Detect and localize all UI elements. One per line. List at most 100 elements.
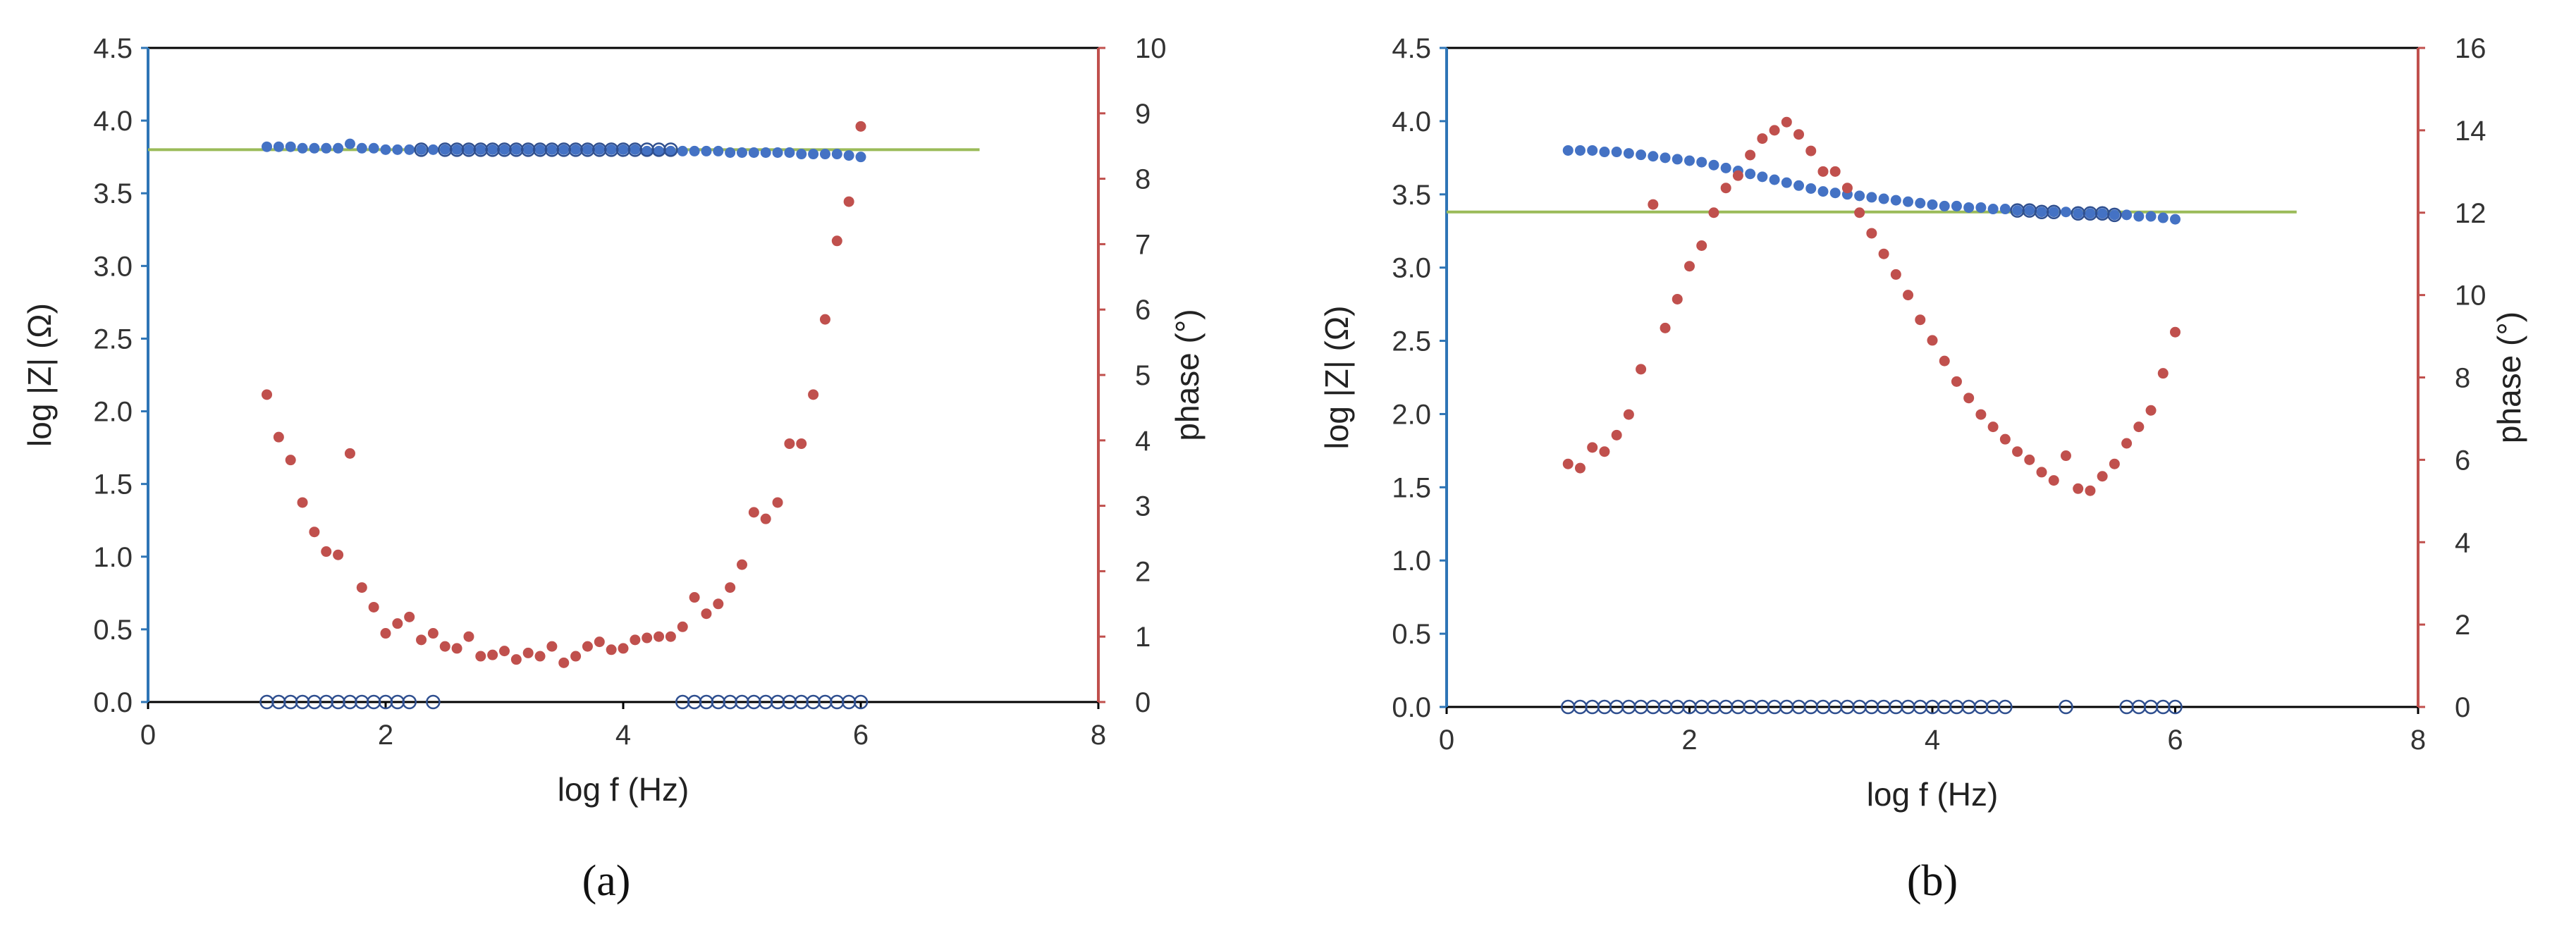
data-point-logz bbox=[1672, 154, 1683, 165]
data-point-phase bbox=[392, 618, 403, 629]
data-point-logz bbox=[2170, 214, 2181, 225]
data-point-phase bbox=[534, 651, 546, 662]
data-point-logz bbox=[1805, 183, 1817, 194]
data-point-phase bbox=[2157, 368, 2169, 379]
data-point-logz bbox=[1951, 200, 1962, 211]
y-tick-label: 2.5 bbox=[93, 324, 133, 355]
chart-panel-b: 0 2 4 6 8 0.0 0.5 1.0 1.5 2.0 2.5 3.0 3.5 4.0 4.5 0 2 4 6 8… bbox=[1318, 33, 2527, 905]
data-point-logz bbox=[772, 147, 783, 158]
data-point-phase bbox=[2085, 485, 2096, 496]
data-point-logz bbox=[1599, 147, 1610, 158]
data-point-phase bbox=[344, 448, 355, 459]
data-point-logz bbox=[439, 144, 450, 155]
data-point-logz bbox=[701, 145, 712, 156]
data-point-phase bbox=[855, 121, 866, 132]
data-point-logz bbox=[392, 144, 403, 155]
data-point-logz bbox=[285, 141, 296, 152]
data-point-logz bbox=[1866, 192, 1877, 203]
data-point-phase bbox=[2012, 446, 2023, 457]
data-point-logz bbox=[1745, 168, 1756, 180]
data-point-phase bbox=[831, 235, 842, 247]
y2-tick-label: 6 bbox=[1135, 295, 1151, 326]
data-point-logz bbox=[333, 142, 344, 154]
data-point-logz bbox=[344, 138, 355, 149]
data-point-phase bbox=[1623, 409, 1634, 420]
data-point-phase bbox=[451, 643, 462, 654]
data-point-phase bbox=[606, 644, 617, 655]
y2-axis-title: phase (°) bbox=[1169, 309, 1206, 441]
data-point-logz bbox=[2036, 207, 2047, 218]
data-point-phase bbox=[1781, 116, 1792, 128]
data-point-logz bbox=[1623, 148, 1634, 159]
data-point-logz bbox=[2145, 211, 2157, 222]
data-point-phase bbox=[1987, 421, 1999, 433]
data-point-phase bbox=[262, 389, 272, 400]
data-point-phase bbox=[2048, 475, 2059, 486]
y2-tick-label: 10 bbox=[1135, 33, 1167, 64]
data-point-phase bbox=[796, 438, 807, 449]
x-tick-label: 4 bbox=[1925, 725, 1940, 756]
data-point-phase bbox=[309, 527, 320, 538]
data-point-logz bbox=[796, 149, 807, 160]
data-point-logz bbox=[582, 144, 593, 155]
data-point-phase bbox=[1562, 458, 1574, 469]
data-point-phase bbox=[808, 389, 819, 400]
data-point-phase bbox=[1732, 170, 1743, 181]
data-point-phase bbox=[737, 559, 747, 570]
data-point-logz bbox=[1587, 144, 1598, 156]
data-point-logz bbox=[1999, 204, 2011, 215]
data-point-logz bbox=[558, 144, 570, 155]
data-point-phase bbox=[499, 646, 510, 657]
data-point-logz bbox=[748, 147, 759, 158]
data-point-logz bbox=[451, 144, 462, 155]
data-point-phase bbox=[570, 651, 582, 662]
data-point-logz bbox=[855, 152, 866, 163]
panel-caption: (b) bbox=[1907, 857, 1958, 905]
data-point-phase bbox=[618, 643, 629, 654]
data-point-phase bbox=[654, 631, 665, 642]
data-point-logz bbox=[1769, 174, 1780, 185]
data-point-phase bbox=[416, 634, 427, 646]
x-tick-label: 4 bbox=[615, 720, 631, 751]
data-point-logz bbox=[309, 142, 320, 154]
data-point-logz bbox=[475, 144, 486, 155]
data-point-phase bbox=[1866, 228, 1877, 239]
data-point-logz bbox=[843, 150, 854, 161]
data-point-phase bbox=[748, 507, 759, 518]
x-tick-label: 6 bbox=[2167, 725, 2183, 756]
data-point-logz bbox=[725, 147, 736, 158]
data-point-phase bbox=[784, 438, 795, 449]
data-point-logz bbox=[570, 144, 582, 155]
y2-tick-label: 10 bbox=[2455, 281, 2486, 312]
data-point-phase bbox=[2060, 450, 2071, 462]
data-point-logz bbox=[1720, 162, 1731, 173]
data-point-logz bbox=[534, 144, 546, 155]
data-point-logz bbox=[689, 145, 700, 156]
y-tick-label: 4.0 bbox=[1392, 106, 1431, 137]
data-point-logz bbox=[522, 144, 534, 155]
data-point-logz bbox=[1963, 202, 1975, 213]
y-tick-label: 4.5 bbox=[1392, 33, 1431, 64]
data-point-logz bbox=[273, 141, 284, 152]
x-tick-label: 8 bbox=[1091, 720, 1106, 751]
data-point-open bbox=[853, 694, 869, 710]
data-point-phase bbox=[1708, 207, 1719, 218]
data-point-logz bbox=[1574, 144, 1586, 156]
y2-tick-label: 0 bbox=[2455, 692, 2470, 723]
data-point-phase bbox=[713, 598, 724, 610]
y2-tick-label: 2 bbox=[2455, 610, 2470, 641]
data-point-logz bbox=[1927, 199, 1938, 210]
data-point-phase bbox=[2073, 483, 2084, 494]
y-tick-label: 4.5 bbox=[93, 33, 133, 64]
y-tick-label: 0.5 bbox=[93, 615, 133, 646]
data-point-phase bbox=[1854, 207, 1865, 218]
y-tick-label: 3.0 bbox=[1392, 253, 1431, 284]
data-point-logz bbox=[1757, 171, 1768, 183]
data-point-logz bbox=[642, 145, 653, 156]
y2-tick-label: 0 bbox=[1135, 687, 1151, 718]
data-point-logz bbox=[1562, 144, 1574, 156]
data-point-logz bbox=[808, 149, 819, 160]
data-point-phase bbox=[1951, 376, 1962, 387]
data-point-phase bbox=[273, 431, 284, 443]
chart-panel-a: 0 2 4 6 8 0.0 0.5 1.0 1.5 2.0 2.5 3.0 3.5 4.0 4.5 0 1 2 3 4… bbox=[21, 33, 1206, 905]
